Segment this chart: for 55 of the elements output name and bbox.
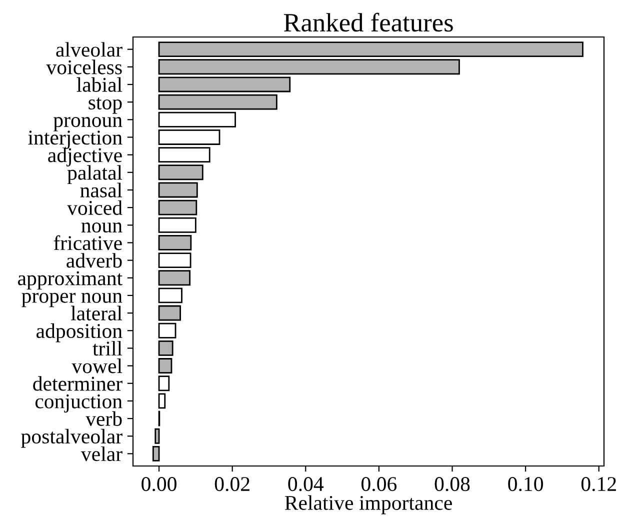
y-tick-label: determiner — [33, 376, 122, 391]
bar — [158, 94, 278, 110]
y-tick-label: adverb — [66, 253, 122, 268]
x-tick-label: 0.06 — [362, 477, 397, 492]
y-tick-label: nasal — [80, 182, 122, 198]
x-axis-title: Relative importance — [284, 495, 452, 514]
bar — [158, 252, 192, 268]
bar — [158, 147, 210, 163]
chart-title: Ranked features — [284, 12, 453, 32]
y-tick-label: postalveolar — [21, 428, 122, 448]
bar — [158, 234, 192, 250]
bar — [158, 393, 166, 409]
x-tick-label: 0.00 — [142, 477, 176, 492]
y-tick-label: fricative — [54, 235, 122, 250]
bar — [158, 200, 198, 216]
x-tick-label: 0.04 — [288, 477, 324, 492]
y-tick-label: vowel — [72, 358, 122, 374]
y-tick-label: conjuction — [35, 394, 122, 413]
y-tick-label: voiceless — [46, 60, 122, 74]
bar — [158, 112, 236, 128]
bar — [154, 428, 160, 444]
bar — [158, 217, 196, 233]
y-tick-label: pronoun — [53, 117, 122, 132]
y-tick-label: palatal — [67, 165, 122, 184]
y-tick-label: velar — [80, 446, 122, 462]
bar — [158, 129, 220, 145]
bar — [158, 42, 584, 58]
bar — [158, 76, 291, 92]
x-tick-label: 0.02 — [214, 477, 250, 492]
y-tick-label: trill — [92, 340, 122, 356]
y-tick-label: interjection — [28, 130, 122, 149]
bar — [158, 376, 170, 392]
y-tick-label: stop — [88, 98, 122, 114]
x-tick-label: 0.10 — [508, 477, 543, 492]
bar — [158, 164, 204, 180]
y-tick-label: alveolar — [56, 42, 122, 57]
bar — [158, 59, 460, 75]
y-tick-label: approximant — [18, 271, 122, 290]
bar — [158, 322, 176, 338]
bar — [158, 182, 198, 198]
y-tick-label: verb — [86, 411, 122, 426]
y-tick-label: lateral — [70, 306, 122, 320]
y-tick-label: labial — [76, 77, 122, 92]
y-tick-label: noun — [81, 222, 122, 233]
bar — [158, 340, 174, 356]
bar — [158, 270, 191, 286]
bar — [152, 446, 160, 462]
y-tick-label: adposition — [36, 323, 122, 342]
x-tick-label: 0.08 — [434, 477, 470, 492]
y-tick-label: adjective — [48, 148, 122, 166]
bar — [158, 288, 182, 304]
bar — [158, 358, 172, 374]
y-tick-label: voiced — [67, 200, 122, 215]
x-tick-label: 0.12 — [581, 477, 616, 492]
bar — [158, 305, 181, 321]
